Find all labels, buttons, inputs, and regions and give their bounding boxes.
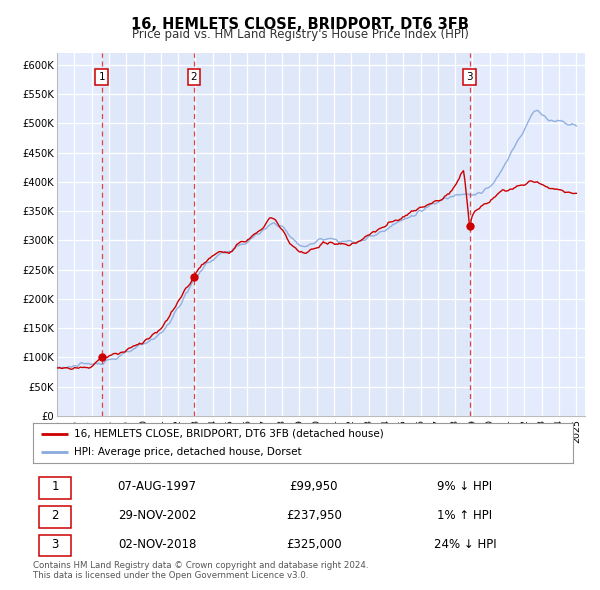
FancyBboxPatch shape: [40, 535, 71, 556]
Bar: [101, 53, 194, 416]
Text: 9% ↓ HPI: 9% ↓ HPI: [437, 480, 493, 493]
FancyBboxPatch shape: [40, 506, 71, 527]
Text: Contains HM Land Registry data © Crown copyright and database right 2024.: Contains HM Land Registry data © Crown c…: [33, 560, 368, 569]
Text: £325,000: £325,000: [286, 537, 341, 550]
Text: 3: 3: [52, 537, 59, 550]
Bar: [57, 53, 101, 416]
Text: 24% ↓ HPI: 24% ↓ HPI: [434, 537, 496, 550]
Text: 3: 3: [466, 72, 473, 81]
Text: 07-AUG-1997: 07-AUG-1997: [118, 480, 197, 493]
Text: 16, HEMLETS CLOSE, BRIDPORT, DT6 3FB: 16, HEMLETS CLOSE, BRIDPORT, DT6 3FB: [131, 17, 469, 31]
Text: 16, HEMLETS CLOSE, BRIDPORT, DT6 3FB (detached house): 16, HEMLETS CLOSE, BRIDPORT, DT6 3FB (de…: [74, 429, 383, 439]
Text: Price paid vs. HM Land Registry's House Price Index (HPI): Price paid vs. HM Land Registry's House …: [131, 28, 469, 41]
Bar: [194, 53, 470, 416]
Text: 1% ↑ HPI: 1% ↑ HPI: [437, 509, 493, 522]
Text: 1: 1: [52, 480, 59, 493]
Text: £237,950: £237,950: [286, 509, 342, 522]
Text: 1: 1: [98, 72, 105, 81]
Text: 2: 2: [52, 509, 59, 522]
FancyBboxPatch shape: [40, 477, 71, 499]
Bar: [470, 53, 585, 416]
Text: £99,950: £99,950: [290, 480, 338, 493]
Text: HPI: Average price, detached house, Dorset: HPI: Average price, detached house, Dors…: [74, 447, 301, 457]
Text: 2: 2: [190, 72, 197, 81]
Text: 29-NOV-2002: 29-NOV-2002: [118, 509, 196, 522]
Text: 02-NOV-2018: 02-NOV-2018: [118, 537, 196, 550]
Text: This data is licensed under the Open Government Licence v3.0.: This data is licensed under the Open Gov…: [33, 571, 308, 579]
